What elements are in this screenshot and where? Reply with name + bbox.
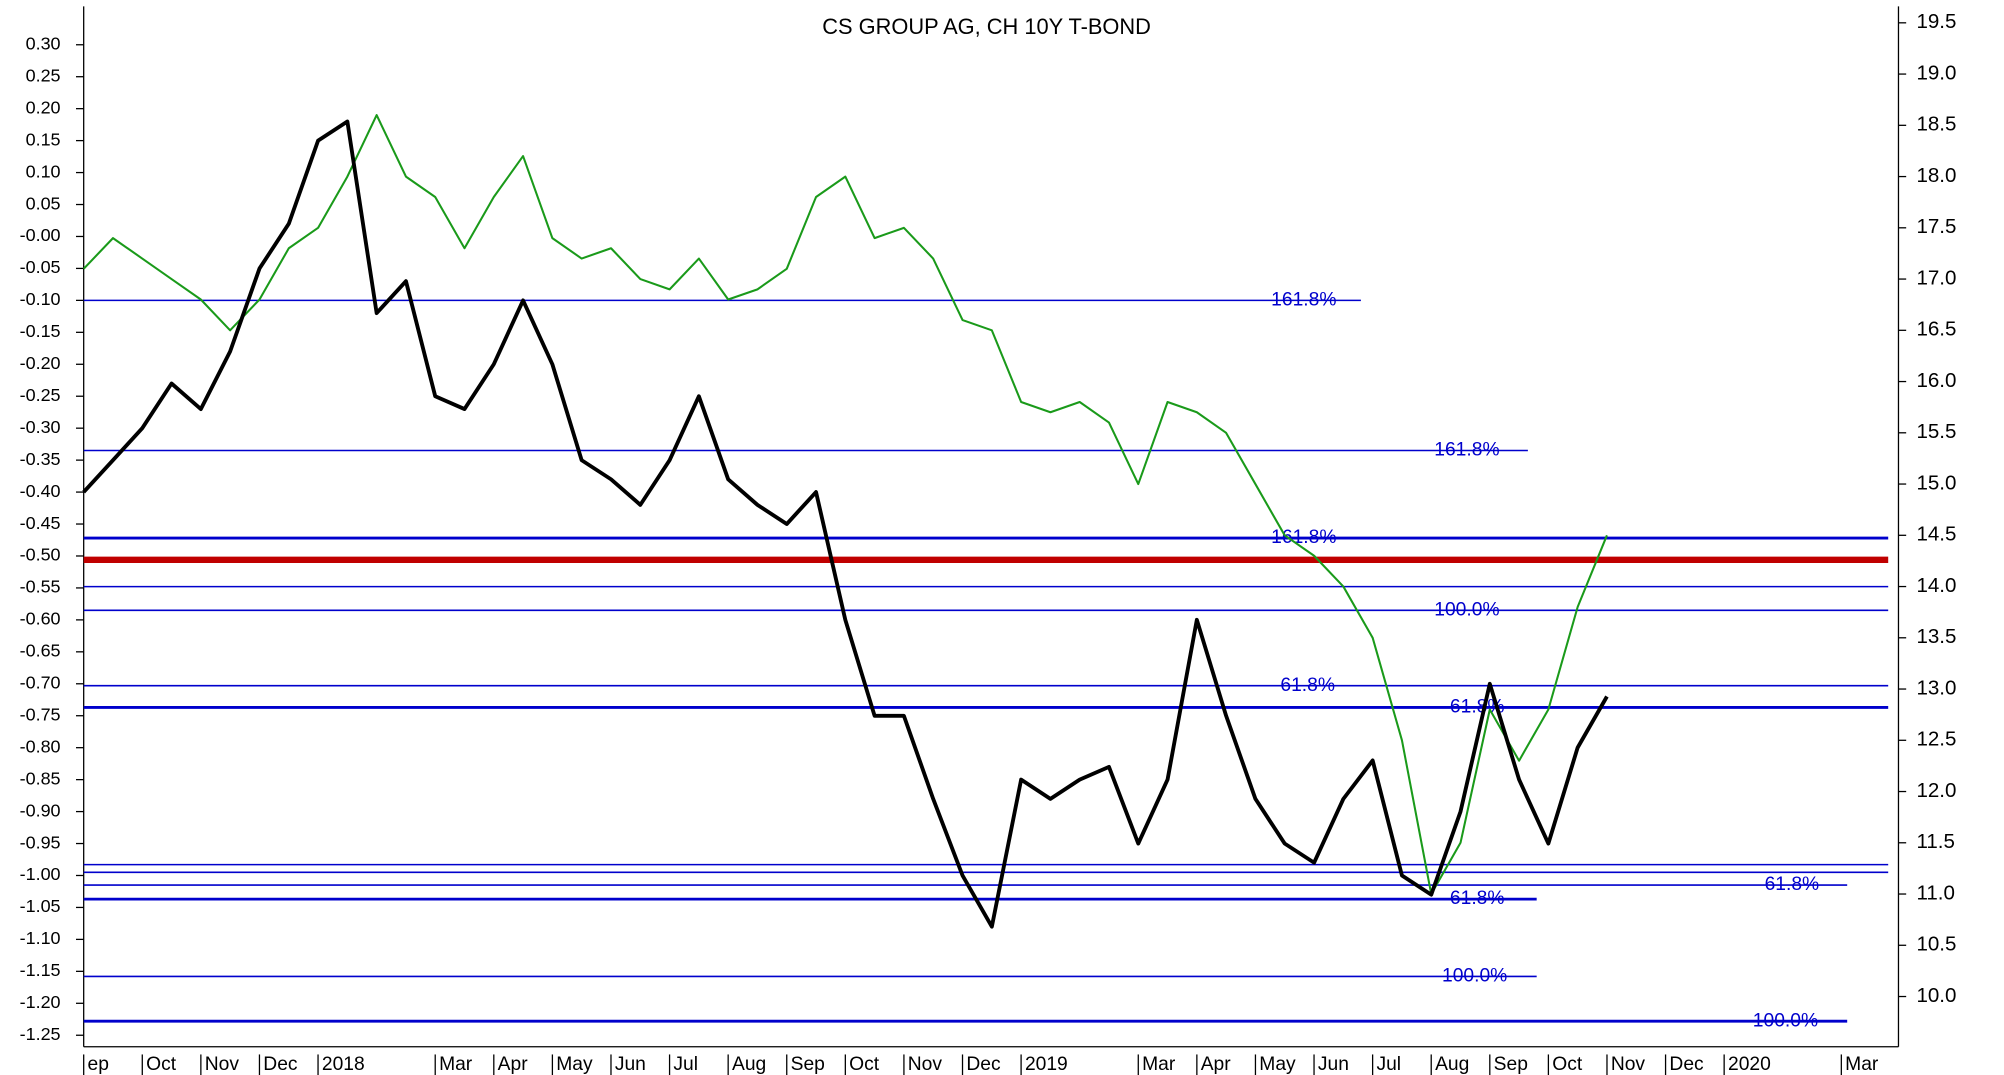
y2-tick-label: 12.5 — [1916, 728, 1956, 751]
x-tick-label: Nov — [205, 1054, 240, 1075]
y-tick-label: 0.10 — [26, 161, 61, 181]
x-tick-label: ep — [88, 1054, 109, 1075]
y2-tick-label: 13.0 — [1916, 676, 1956, 699]
x-tick-label: Nov — [908, 1054, 943, 1075]
x-tick-label: Sep — [791, 1054, 825, 1075]
y2-tick-label: 19.5 — [1916, 10, 1956, 33]
x-tick-label: Mar — [1142, 1054, 1176, 1075]
y2-tick-label: 12.0 — [1916, 779, 1956, 802]
x-tick-label: Nov — [1611, 1054, 1646, 1075]
y-tick-label: -1.00 — [20, 864, 61, 884]
y-tick-label: -0.70 — [20, 673, 61, 693]
x-tick-label: Sep — [1494, 1054, 1528, 1075]
series-line — [82, 114, 1608, 896]
x-tick-label: May — [556, 1054, 593, 1075]
x-tick-label: Jul — [1376, 1054, 1401, 1075]
level-label: 161.8% — [1271, 527, 1336, 548]
x-tick-label: 2019 — [1025, 1054, 1068, 1075]
y-tick-label: 0.20 — [26, 97, 61, 117]
y-tick-label: -0.15 — [20, 321, 61, 341]
y2-tick-label: 15.5 — [1916, 420, 1956, 443]
y2-tick-label: 17.5 — [1916, 215, 1956, 238]
y2-tick-label: 11.0 — [1916, 881, 1954, 904]
level-label: 100.0% — [1442, 966, 1507, 987]
level-label: 61.8% — [1280, 675, 1335, 696]
y2-tick-label: 15.0 — [1916, 471, 1956, 494]
y2-tick-label: 14.5 — [1916, 523, 1956, 546]
y-tick-label: -0.55 — [20, 577, 61, 597]
y2-tick-label: 11.5 — [1916, 830, 1954, 853]
y2-tick-label: 14.0 — [1916, 574, 1956, 597]
x-tick-label: Apr — [1201, 1054, 1232, 1075]
x-tick-label: Jul — [673, 1054, 698, 1075]
y-tick-label: -1.10 — [20, 928, 61, 948]
y2-tick-label: 17.0 — [1916, 266, 1956, 289]
x-tick-label: Dec — [966, 1054, 1001, 1075]
y-tick-label: -0.05 — [20, 257, 61, 277]
x-tick-label: Dec — [1669, 1054, 1704, 1075]
y-tick-label: -0.35 — [20, 449, 61, 469]
y2-tick-label: 18.0 — [1916, 164, 1956, 187]
x-tick-label: May — [1259, 1054, 1296, 1075]
series-line — [82, 119, 1609, 929]
y-tick-label: 0.15 — [26, 129, 61, 149]
y-tick-label: -1.15 — [20, 960, 61, 980]
y-tick-label: -0.90 — [20, 800, 61, 820]
y-tick-label: -0.10 — [20, 289, 61, 309]
x-tick-label: 2018 — [322, 1054, 365, 1075]
y-tick-label: 0.25 — [26, 65, 61, 85]
level-label: 61.8% — [1765, 874, 1820, 895]
x-tick-label: Aug — [1435, 1054, 1469, 1075]
y-tick-label: -0.20 — [20, 353, 61, 373]
y2-tick-label: 10.5 — [1916, 933, 1956, 956]
y-tick-label: -0.80 — [20, 736, 61, 756]
x-tick-label: Jun — [615, 1054, 646, 1075]
level-label: 100.0% — [1434, 599, 1499, 620]
y-tick-label: -0.50 — [20, 545, 61, 565]
x-tick-label: Dec — [263, 1054, 298, 1075]
x-tick-label: Jun — [1318, 1054, 1349, 1075]
x-tick-label: 2020 — [1728, 1054, 1771, 1075]
x-tick-label: Apr — [498, 1054, 529, 1075]
y-tick-label: -0.40 — [20, 481, 61, 501]
y-tick-label: -0.75 — [20, 704, 61, 724]
x-tick-label: Oct — [1552, 1054, 1583, 1075]
level-label: 61.8% — [1450, 888, 1505, 909]
y-tick-label: -0.85 — [20, 768, 61, 788]
y-tick-label: -0.25 — [20, 385, 61, 405]
y2-tick-label: 16.5 — [1916, 318, 1956, 341]
y-tick-label: -0.30 — [20, 417, 61, 437]
level-label: 161.8% — [1434, 440, 1499, 461]
x-tick-label: Oct — [146, 1054, 177, 1075]
y-tick-label: -0.00 — [20, 225, 61, 245]
y-tick-label: -1.20 — [20, 992, 61, 1012]
x-tick-label: Oct — [849, 1054, 880, 1075]
y-tick-label: -0.65 — [20, 641, 61, 661]
y2-tick-label: 16.0 — [1916, 369, 1956, 392]
y2-tick-label: 18.5 — [1916, 113, 1956, 136]
y-tick-label: 0.30 — [26, 34, 61, 54]
y-tick-label: -1.25 — [20, 1024, 61, 1044]
y2-tick-label: 10.0 — [1916, 984, 1956, 1007]
y-tick-label: -0.45 — [20, 513, 61, 533]
level-label: 100.0% — [1753, 1010, 1818, 1031]
x-tick-label: Mar — [439, 1054, 473, 1075]
x-tick-label: Aug — [732, 1054, 766, 1075]
y2-tick-label: 19.0 — [1916, 61, 1956, 84]
chart-title: CS GROUP AG, CH 10Y T-BOND — [822, 14, 1151, 39]
y-tick-label: -1.05 — [20, 896, 61, 916]
x-tick-label: Mar — [1845, 1054, 1879, 1075]
y-tick-label: 0.05 — [26, 193, 61, 213]
y2-tick-label: 13.5 — [1916, 625, 1956, 648]
y-tick-label: -0.95 — [20, 832, 61, 852]
level-label: 161.8% — [1271, 289, 1336, 310]
y-tick-label: -0.60 — [20, 609, 61, 629]
